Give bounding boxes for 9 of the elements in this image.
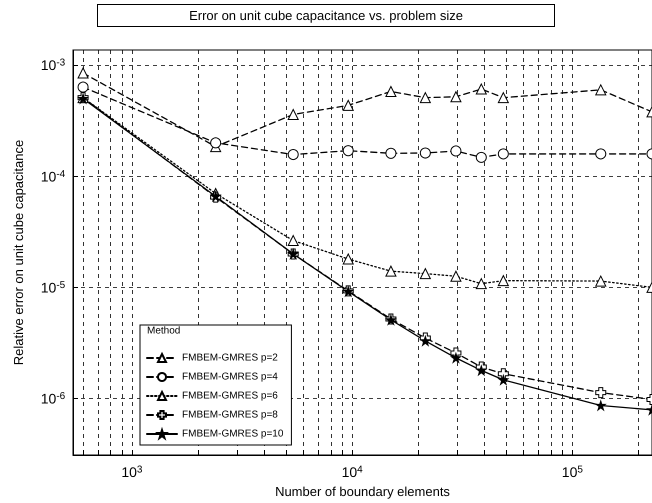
legend-label: FMBEM-GMRES p=8 — [182, 410, 278, 420]
x-axis-title: Number of boundary elements — [275, 484, 450, 499]
chart-title: Error on unit cube capacitance vs. problem size — [189, 8, 463, 23]
legend-label: FMBEM-GMRES p=10 — [182, 428, 284, 440]
y-axis-title: Relative error on unit cube capacitance — [11, 140, 26, 366]
legend-label: FMBEM-GMRES p=6 — [182, 390, 278, 402]
legend-label: FMBEM-GMRES p=2 — [182, 352, 278, 364]
legend-title: Method — [147, 326, 180, 336]
legend-label: FMBEM-GMRES p=4 — [182, 372, 278, 382]
